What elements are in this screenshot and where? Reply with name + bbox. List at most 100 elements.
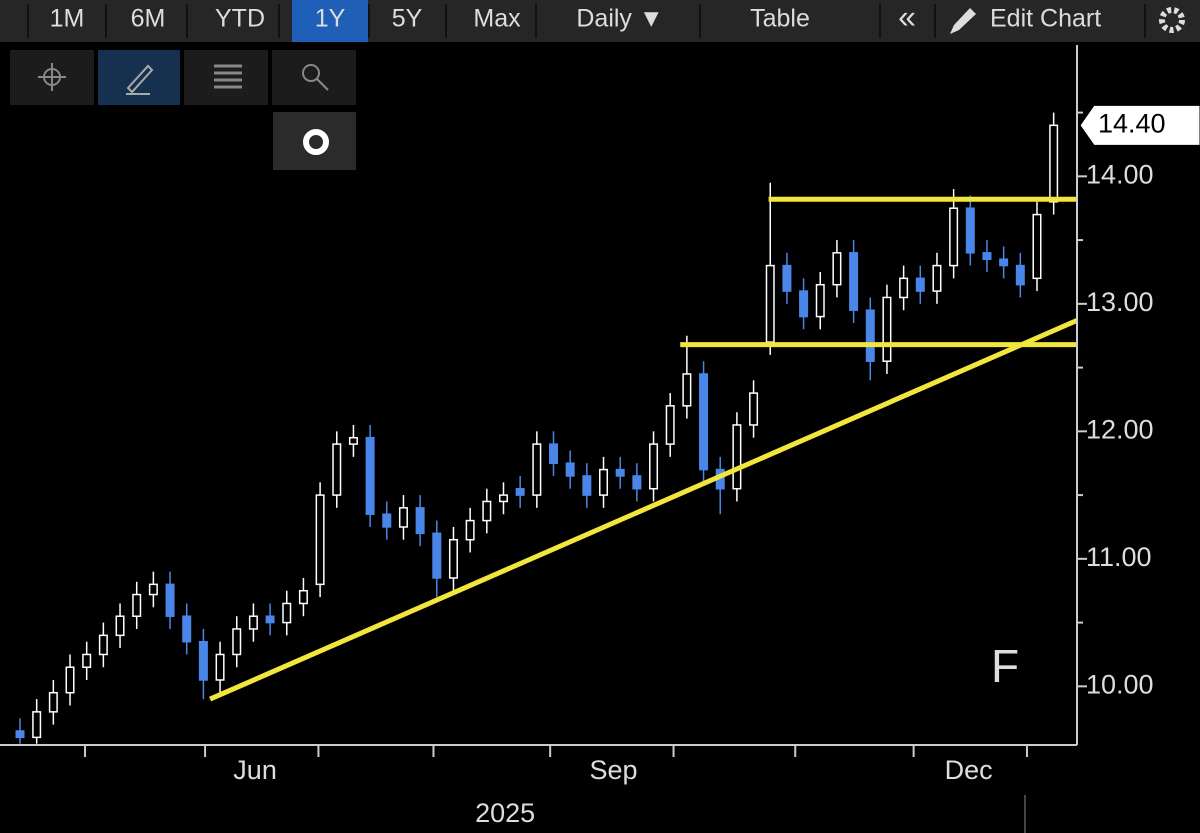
candle-body xyxy=(782,264,792,292)
candle-body xyxy=(265,615,275,624)
candle-body xyxy=(65,666,75,694)
candle-body xyxy=(815,283,825,318)
toolbar xyxy=(0,0,1200,42)
candle-body xyxy=(549,443,559,464)
candle-body xyxy=(799,290,809,318)
candle-body xyxy=(1049,124,1059,203)
object-tool[interactable] xyxy=(273,112,356,170)
candle-body xyxy=(765,264,775,343)
candle-body xyxy=(582,475,592,496)
table-button[interactable]: Table xyxy=(750,5,810,33)
pencil-icon xyxy=(950,8,976,34)
range-button[interactable]: YTD xyxy=(215,5,265,33)
candle-body xyxy=(515,487,525,496)
last-price-label: 14.40 xyxy=(1098,108,1166,138)
candle-body xyxy=(615,468,625,477)
trend-line xyxy=(209,318,1077,702)
candle-body xyxy=(532,443,542,496)
candle-body xyxy=(148,583,158,596)
range-button[interactable]: 1Y xyxy=(315,5,346,33)
range-button[interactable]: 6M xyxy=(131,5,166,33)
range-button[interactable]: Max xyxy=(473,5,521,33)
symbol-label: F xyxy=(991,640,1019,692)
zoom-icon xyxy=(302,64,329,91)
candle-body xyxy=(15,730,25,739)
candle-body xyxy=(332,443,342,496)
candle-body xyxy=(498,494,508,503)
candle-body xyxy=(82,653,92,668)
candle-body xyxy=(165,583,175,617)
gear-hub xyxy=(1168,16,1176,24)
settings-button[interactable] xyxy=(1159,7,1185,33)
candle-body xyxy=(849,252,859,311)
candle-body xyxy=(215,653,225,681)
candle-body xyxy=(899,277,909,299)
crosshair-icon xyxy=(38,63,66,91)
axes: 10.00 11.00 12.00 13.00 14.00 Jun Sep Dec 2025 14… xyxy=(0,45,1200,833)
candle-body xyxy=(315,494,325,586)
candle-body xyxy=(232,628,242,656)
interval-button[interactable]: Daily ▼ xyxy=(576,5,663,33)
toolbar-buttons: 1M 6M YTD 1Y 5Y Max Daily ▼ Table « Edit Chart xyxy=(27,0,1185,42)
candle-body xyxy=(649,443,659,490)
collapse-button[interactable]: « xyxy=(898,0,916,34)
candle-body xyxy=(1015,264,1025,286)
last-price-tag xyxy=(1079,104,1200,146)
candle-body xyxy=(1032,213,1042,280)
gear-icon xyxy=(1159,7,1185,33)
candle-body xyxy=(48,691,58,713)
candle-body xyxy=(982,252,992,260)
draw-tool[interactable] xyxy=(98,50,180,105)
zoom-tool[interactable] xyxy=(272,50,356,105)
x-year-label: 2025 xyxy=(475,798,535,828)
candle-body xyxy=(632,475,642,490)
candle-body xyxy=(949,207,959,267)
candle-body xyxy=(999,258,1009,267)
candle-body xyxy=(248,615,258,630)
candle-body xyxy=(665,405,675,445)
active-range-bg xyxy=(292,0,368,42)
candle-body xyxy=(565,462,575,477)
range-button[interactable]: 5Y xyxy=(392,5,423,33)
candle-body xyxy=(348,436,358,445)
x-tick-label: Jun xyxy=(233,755,277,785)
x-tick-label: Dec xyxy=(945,755,993,785)
candle-body xyxy=(115,615,125,637)
circle-icon xyxy=(303,129,329,155)
candle-body xyxy=(965,207,975,254)
candle-body xyxy=(749,392,759,426)
candle-body xyxy=(599,468,609,496)
candle-body xyxy=(298,589,308,605)
candle-body xyxy=(365,436,375,515)
candle-body xyxy=(182,615,192,643)
y-tick-label: 13.00 xyxy=(1086,287,1154,317)
y-tick-label: 11.00 xyxy=(1086,542,1152,572)
candle-body xyxy=(682,373,692,407)
candle-body xyxy=(382,513,392,528)
edit-chart-button[interactable]: Edit Chart xyxy=(990,5,1101,33)
candle-body xyxy=(32,711,42,739)
candle-body xyxy=(699,373,709,471)
candle-body xyxy=(415,507,425,535)
list-tool[interactable] xyxy=(184,50,268,105)
x-tick-label: Sep xyxy=(589,755,637,785)
y-tick-label: 14.00 xyxy=(1086,159,1154,189)
plot-area xyxy=(15,112,1077,744)
pencil-icon xyxy=(126,64,154,95)
range-button[interactable]: 1M xyxy=(50,5,85,33)
candle-body xyxy=(448,538,458,579)
candle-body xyxy=(832,252,842,286)
list-icon xyxy=(214,64,242,89)
candle-body xyxy=(732,424,742,490)
drawing-tools xyxy=(10,50,356,170)
y-tick-label: 10.00 xyxy=(1086,669,1154,699)
candle-body xyxy=(482,500,492,522)
candle-body xyxy=(132,593,142,617)
candle-body xyxy=(398,507,408,528)
candle-body xyxy=(98,634,108,656)
candle-body xyxy=(882,296,892,362)
candle-body xyxy=(932,264,942,292)
